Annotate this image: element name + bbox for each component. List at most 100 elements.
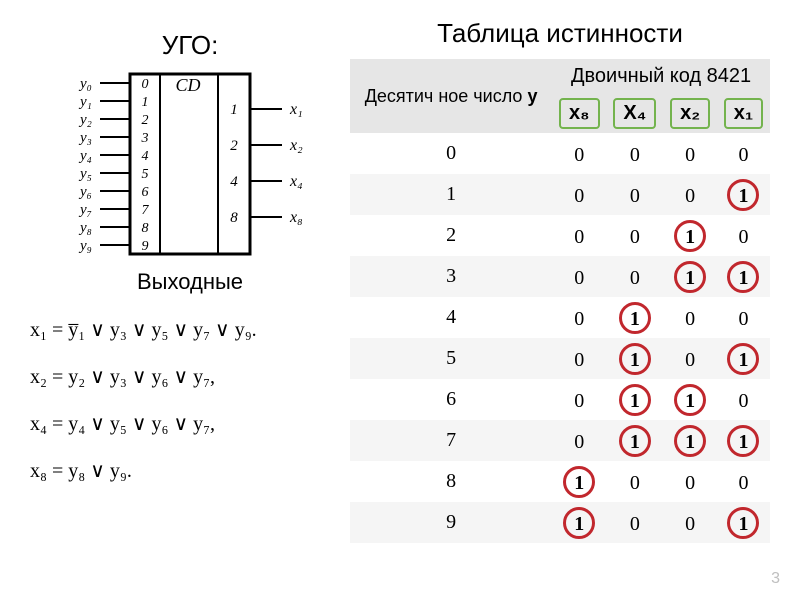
table-row: 50101 [350,338,770,379]
decimal-cell: 6 [350,379,552,420]
svg-text:y₂: y₂ [78,112,92,128]
svg-text:x₁: x₁ [289,101,303,118]
svg-text:y₆: y₆ [78,184,92,200]
bit-cell: 0 [663,338,717,379]
binary-header: Двоичный код 8421 [552,59,770,94]
bit-cell: 1 [606,338,663,379]
table-row: 30011 [350,256,770,297]
bit-cell: 0 [606,256,663,297]
bit-cell: 0 [606,502,663,543]
bit-cell: 0 [552,256,606,297]
bit-cell: 0 [606,461,663,502]
column-badge-x₈: x₈ [552,94,606,133]
bit-cell: 0 [663,297,717,338]
decimal-cell: 3 [350,256,552,297]
bit-cell: 0 [606,174,663,215]
svg-text:4: 4 [230,174,238,190]
bit-cell: 1 [717,420,770,461]
bit-cell: 0 [717,297,770,338]
ugo-title: УГО: [30,30,350,61]
bit-cell: 1 [717,256,770,297]
equation-x2: x₂ = y₂ ∨ y₃ ∨ y₆ ∨ y₇, [30,364,350,389]
table-row: 70111 [350,420,770,461]
decimal-cell: 7 [350,420,552,461]
bit-cell: 1 [663,215,717,256]
bit-cell: 0 [717,133,770,174]
bit-cell: 0 [663,133,717,174]
bit-cell: 1 [717,502,770,543]
decimal-header: Десятич ное число y [350,59,552,133]
svg-text:9: 9 [142,239,149,254]
svg-text:x₂: x₂ [289,137,303,154]
bit-cell: 0 [552,297,606,338]
bit-cell: 0 [606,133,663,174]
bit-cell: 0 [717,379,770,420]
decimal-cell: 2 [350,215,552,256]
bit-cell: 0 [663,502,717,543]
bit-cell: 1 [552,461,606,502]
output-vars-title: Выходные [30,269,350,295]
table-row: 10001 [350,174,770,215]
table-row: 91001 [350,502,770,543]
bit-cell: 0 [552,338,606,379]
svg-text:2: 2 [230,138,238,154]
svg-text:y₉: y₉ [78,238,92,254]
bit-cell: 1 [663,379,717,420]
svg-text:y₄: y₄ [78,148,92,164]
bit-cell: 0 [552,379,606,420]
decimal-cell: 1 [350,174,552,215]
bit-cell: 0 [606,215,663,256]
decimal-cell: 8 [350,461,552,502]
bit-cell: 1 [606,297,663,338]
bit-cell: 0 [552,215,606,256]
svg-text:7: 7 [142,203,150,218]
table-row: 60110 [350,379,770,420]
table-row: 00000 [350,133,770,174]
svg-text:x₄: x₄ [289,173,303,190]
table-row: 40100 [350,297,770,338]
equations-block: x₁ = y̅₁ ∨ y₃ ∨ y₅ ∨ y₇ ∨ y₉. x₂ = y₂ ∨ … [30,317,350,483]
svg-text:y₇: y₇ [78,202,92,218]
table-row: 81000 [350,461,770,502]
svg-text:x₈: x₈ [289,209,303,226]
truth-table: Десятич ное число y Двоичный код 8421 x₈… [350,59,770,543]
bit-cell: 0 [552,133,606,174]
svg-text:3: 3 [141,131,149,146]
equation-x4: x₄ = y₄ ∨ y₅ ∨ y₆ ∨ y₇, [30,411,350,436]
svg-text:CD: CD [175,75,200,95]
svg-text:1: 1 [230,102,238,118]
bit-cell: 0 [552,420,606,461]
decimal-cell: 4 [350,297,552,338]
bit-cell: 0 [552,174,606,215]
table-row: 20010 [350,215,770,256]
bit-cell: 1 [606,420,663,461]
decimal-cell: 9 [350,502,552,543]
svg-text:y₀: y₀ [78,76,92,92]
svg-text:8: 8 [142,221,149,236]
svg-text:y₃: y₃ [78,130,92,146]
equation-x1: x₁ = y̅₁ ∨ y₃ ∨ y₅ ∨ y₇ ∨ y₉. [30,317,350,342]
column-badge-X₄: X₄ [606,94,663,133]
truth-table-title: Таблица истинности [350,18,770,49]
svg-text:y₅: y₅ [78,166,92,182]
bit-cell: 1 [717,174,770,215]
bit-cell: 1 [606,379,663,420]
bit-cell: 1 [717,338,770,379]
decimal-cell: 5 [350,338,552,379]
svg-text:0: 0 [142,77,149,92]
svg-text:2: 2 [142,113,149,128]
bit-cell: 0 [663,461,717,502]
bit-cell: 1 [663,420,717,461]
svg-text:5: 5 [142,167,149,182]
decimal-cell: 0 [350,133,552,174]
bit-cell: 1 [663,256,717,297]
equation-x8: x₈ = y₈ ∨ y₉. [30,458,350,483]
schematic-diagram: y₀0y₁1y₂2y₃3y₄4y₅5y₆6y₇7y₈8y₉9 1x₁2x₂4x₄… [60,69,320,259]
svg-text:y₁: y₁ [78,94,92,110]
svg-text:8: 8 [230,210,238,226]
slide-number: 3 [771,570,780,588]
svg-text:6: 6 [142,185,149,200]
bit-cell: 1 [552,502,606,543]
svg-text:4: 4 [142,149,149,164]
bit-cell: 0 [663,174,717,215]
